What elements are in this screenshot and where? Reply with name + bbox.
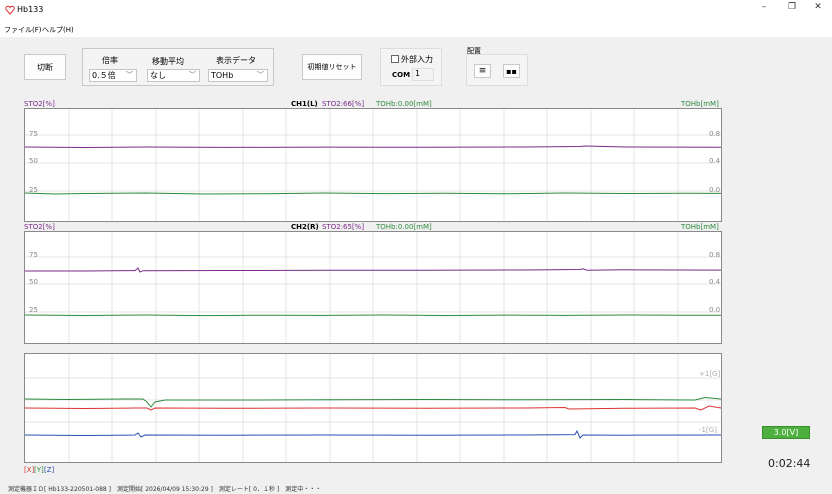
- ch1-right-axis-label: TOHb[mM]: [681, 100, 719, 108]
- accel-x-line: [24, 405, 722, 411]
- status-bar: 測定機器ＩＤ[ Hb133-220501-088 ] 測定開始[ 2026/04…: [0, 484, 832, 494]
- heart-icon: [5, 5, 15, 15]
- ch1-sto2-readout: STO2:66[%]: [322, 100, 365, 108]
- ch1-tick-left-50: 50: [29, 157, 38, 165]
- ch1-tick-right-00: 0.0: [709, 186, 721, 194]
- ch1-tick-left-25: 25: [29, 186, 38, 194]
- ch2-tick-left-25: 25: [29, 306, 38, 314]
- menu-help[interactable]: ヘルプ(H): [42, 26, 74, 34]
- elapsed-timer: 0:02:44: [768, 457, 811, 470]
- ch1-sto2-line: [24, 145, 722, 149]
- list-icon: ≡: [478, 66, 487, 76]
- external-input-checkbox[interactable]: [391, 55, 399, 63]
- ch2-right-axis-label: TOHb[mM]: [681, 223, 719, 231]
- ch1-plot: 75 50 25 0.8 0.4 0.0: [24, 108, 722, 222]
- chevron-down-icon: ﹀: [126, 71, 133, 79]
- title-bar: Hb133 – ❐ ✕: [0, 0, 832, 24]
- battery-voltage-badge: 3.0[V]: [762, 426, 810, 439]
- ch1-tick-left-75: 75: [29, 130, 38, 138]
- grid-icon: ▪▪: [506, 66, 517, 76]
- minimize-button[interactable]: –: [761, 2, 767, 12]
- moving-avg-label: 移動平均: [152, 57, 184, 66]
- ch1-title: CH1(L): [291, 100, 318, 108]
- com-label: COM: [392, 71, 411, 79]
- magnification-label: 倍率: [102, 56, 118, 65]
- accel-z-legend: [Z]: [44, 466, 55, 474]
- layout-grid-button[interactable]: ▪▪: [503, 64, 520, 78]
- ch2-sto2-readout: STO2:65[%]: [322, 223, 365, 231]
- close-button[interactable]: ✕: [814, 2, 822, 12]
- display-data-value: TOHb: [211, 71, 234, 80]
- ch1-tick-right-04: 0.4: [709, 157, 721, 165]
- ch2-plot: 75 50 25 0.8 0.4 0.0: [24, 231, 722, 344]
- external-input-label: 外部入力: [401, 55, 433, 64]
- display-data-select[interactable]: TOHb ﹀: [208, 69, 268, 82]
- accel-plot: +1[G] -1[G]: [24, 353, 722, 463]
- chevron-down-icon: ﹀: [257, 71, 264, 79]
- ch2-tick-right-00: 0.0: [709, 306, 721, 314]
- magnification-select[interactable]: 0.５倍 ﹀: [89, 69, 137, 82]
- disconnect-button[interactable]: 切断: [24, 54, 66, 80]
- layout-label: 配置: [467, 47, 481, 55]
- display-data-label: 表示データ: [216, 56, 256, 65]
- window-title: Hb133: [17, 5, 44, 14]
- menu-file[interactable]: ファイル(F): [4, 26, 42, 34]
- ch2-tick-right-04: 0.4: [709, 278, 721, 286]
- accel-y-legend: [Y]: [34, 466, 44, 474]
- accel-z-line: [24, 429, 722, 439]
- accel-y-line: [24, 396, 722, 408]
- ch2-tohb-line: [24, 314, 722, 317]
- ch2-left-axis-label: STO2[%]: [24, 223, 55, 231]
- ch2-title: CH2(R): [291, 223, 319, 231]
- com-value[interactable]: 1: [412, 68, 434, 81]
- ch2-tick-right-08: 0.8: [709, 251, 721, 259]
- moving-avg-select[interactable]: なし ﹀: [147, 69, 200, 82]
- layout-list-button[interactable]: ≡: [474, 64, 491, 78]
- ch1-graph: [24, 109, 722, 221]
- ch2-tohb-readout: TOHb:0.00[mM]: [376, 223, 432, 231]
- restore-button[interactable]: ❐: [787, 2, 797, 12]
- accel-top-label: +1[G]: [699, 370, 721, 378]
- accel-bottom-label: -1[G]: [699, 426, 717, 434]
- ch2-tick-left-50: 50: [29, 278, 38, 286]
- ch2-graph: [24, 232, 722, 343]
- ch1-tohb-readout: TOHb:0.00[mM]: [376, 100, 432, 108]
- reset-initial-button[interactable]: 初期値リセット: [302, 54, 362, 80]
- accel-x-legend: [X]: [24, 466, 35, 474]
- ch2-sto2-line: [25, 267, 722, 273]
- accel-graph: [24, 354, 722, 462]
- ch1-tohb-line: [24, 192, 722, 195]
- magnification-value: 0.５倍: [92, 71, 116, 80]
- ch1-tick-right-08: 0.8: [709, 130, 721, 138]
- menu-bar: ファイル(F) ヘルプ(H): [0, 24, 832, 37]
- ch2-tick-left-75: 75: [29, 251, 38, 259]
- chevron-down-icon: ﹀: [189, 71, 196, 79]
- ch1-left-axis-label: STO2[%]: [24, 100, 55, 108]
- moving-avg-value: なし: [150, 71, 166, 80]
